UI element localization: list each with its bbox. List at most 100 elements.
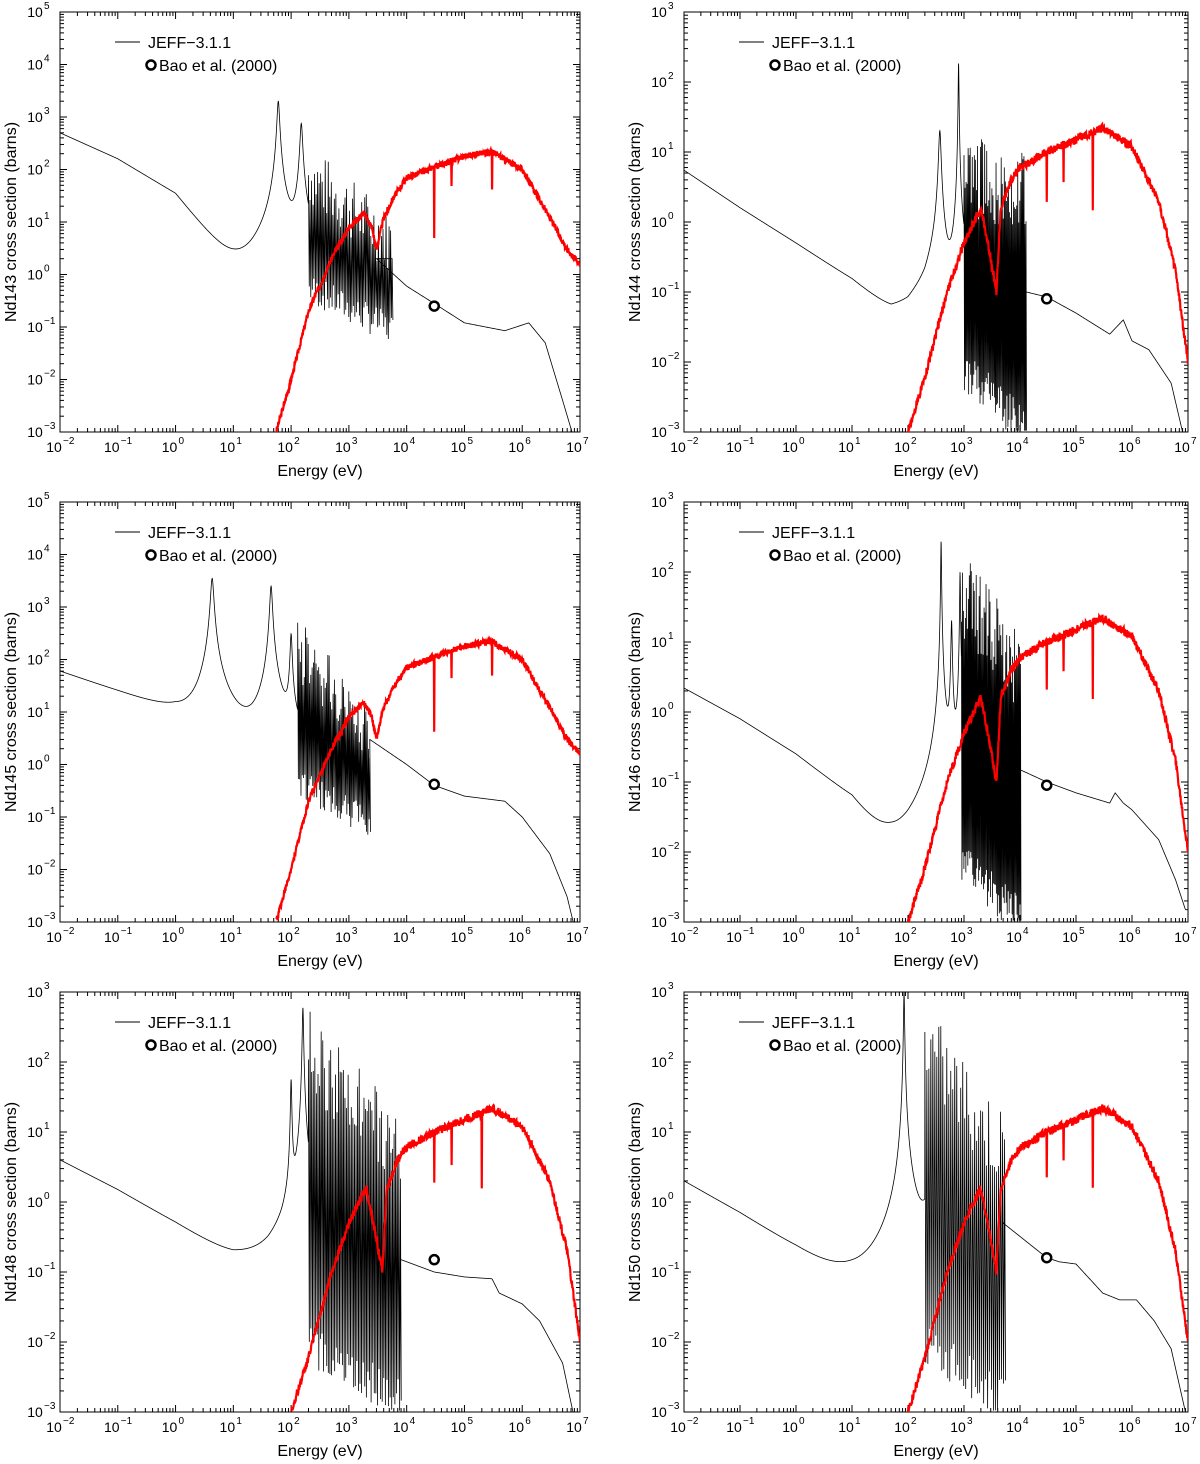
- y-tick-label: 10: [27, 984, 43, 1000]
- x-tick-exponent: 3: [352, 1416, 358, 1427]
- y-tick-label: 10: [27, 4, 43, 20]
- x-tick-exponent: −2: [687, 926, 699, 937]
- y-tick-exponent: −3: [668, 1401, 680, 1412]
- spectrum-curve: [906, 612, 1188, 922]
- x-tick-exponent: 6: [525, 1416, 531, 1427]
- legend-bao-label: Bao et al. (2000): [159, 1038, 277, 1055]
- x-tick-label: 10: [894, 1419, 910, 1435]
- y-tick-label: 10: [27, 372, 43, 388]
- y-tick-exponent: −3: [668, 911, 680, 922]
- x-tick-label: 10: [220, 1419, 236, 1435]
- x-tick-label: 10: [451, 439, 467, 455]
- y-tick-exponent: −2: [44, 1331, 56, 1342]
- x-tick-exponent: 7: [583, 1416, 589, 1427]
- x-tick-label: 10: [1006, 1419, 1022, 1435]
- jeff-curve: [60, 100, 573, 432]
- y-axis-label: Nd148 cross section (barns): [3, 1102, 20, 1302]
- chart-panel: 10 −2 10 −1 10 0 10 1 10 2 10 3 10 4 10 5 10 6 10 710 −310 −2…: [3, 491, 589, 970]
- y-tick-exponent: 3: [44, 596, 50, 607]
- y-tick-label: 10: [27, 424, 43, 440]
- x-tick-label: 10: [838, 439, 854, 455]
- legend-jeff-label: JEFF−3.1.1: [148, 1015, 231, 1032]
- y-tick-exponent: 5: [44, 1, 50, 12]
- x-tick-label: 10: [726, 929, 742, 945]
- legend-bao-marker: [145, 1039, 157, 1051]
- y-tick-label: 10: [27, 1264, 43, 1280]
- x-tick-exponent: 4: [410, 436, 416, 447]
- x-tick-label: 10: [1118, 1419, 1134, 1435]
- x-tick-label: 10: [1118, 929, 1134, 945]
- x-tick-label: 10: [220, 929, 236, 945]
- x-tick-label: 10: [1174, 1419, 1190, 1435]
- y-tick-label: 10: [651, 1194, 667, 1210]
- y-tick-label: 10: [27, 757, 43, 773]
- x-tick-label: 10: [782, 439, 798, 455]
- y-tick-label: 10: [27, 109, 43, 125]
- y-tick-exponent: −1: [668, 281, 680, 292]
- x-axis-label: Energy (eV): [893, 953, 978, 970]
- y-tick-label: 10: [27, 652, 43, 668]
- x-tick-exponent: 3: [967, 1416, 973, 1427]
- x-tick-exponent: 1: [855, 926, 861, 937]
- bao-data-point: [428, 300, 440, 312]
- x-tick-exponent: 7: [583, 436, 589, 447]
- x-tick-exponent: 2: [911, 926, 917, 937]
- y-tick-exponent: 2: [668, 561, 674, 572]
- x-tick-label: 10: [1062, 929, 1078, 945]
- x-tick-exponent: 6: [525, 926, 531, 937]
- x-tick-label: 10: [46, 1419, 62, 1435]
- x-tick-exponent: 1: [236, 1416, 242, 1427]
- y-tick-exponent: 3: [668, 491, 674, 502]
- spectrum-curve: [906, 1104, 1188, 1412]
- y-tick-label: 10: [651, 74, 667, 90]
- x-tick-label: 10: [1118, 439, 1134, 455]
- x-tick-exponent: −1: [121, 436, 133, 447]
- y-tick-label: 10: [27, 1334, 43, 1350]
- bao-data-point: [1040, 1251, 1053, 1264]
- y-tick-exponent: −1: [668, 1261, 680, 1272]
- y-tick-exponent: −1: [44, 806, 56, 817]
- y-tick-label: 10: [27, 547, 43, 563]
- y-tick-label: 10: [651, 1334, 667, 1350]
- x-tick-exponent: 1: [855, 1416, 861, 1427]
- x-tick-exponent: −1: [121, 926, 133, 937]
- y-tick-exponent: 1: [668, 631, 674, 642]
- x-tick-exponent: 2: [294, 926, 300, 937]
- x-tick-exponent: −1: [743, 436, 755, 447]
- y-tick-exponent: −3: [668, 421, 680, 432]
- x-tick-label: 10: [838, 1419, 854, 1435]
- x-tick-label: 10: [162, 439, 178, 455]
- x-tick-exponent: 3: [352, 436, 358, 447]
- bao-data-point: [1040, 779, 1053, 791]
- x-tick-label: 10: [451, 929, 467, 945]
- legend-bao-label: Bao et al. (2000): [159, 548, 277, 565]
- x-tick-exponent: 0: [799, 1416, 805, 1427]
- x-tick-label: 10: [950, 929, 966, 945]
- y-tick-label: 10: [651, 704, 667, 720]
- y-tick-exponent: −1: [44, 1261, 56, 1272]
- x-tick-label: 10: [670, 1419, 686, 1435]
- legend-bao-marker: [145, 549, 157, 561]
- curves: [684, 992, 1188, 1412]
- y-axis-label: Nd145 cross section (barns): [3, 612, 20, 812]
- bao-data-point: [428, 778, 440, 791]
- y-tick-label: 10: [651, 774, 667, 790]
- x-tick-label: 10: [46, 439, 62, 455]
- chart-panel: 10 −2 10 −1 10 0 10 1 10 2 10 3 10 4 10 5 10 6 10 710 −310 −2…: [3, 981, 589, 1460]
- legend: JEFF−3.1.1 Bao et al. (2000): [739, 525, 901, 565]
- y-tick-label: 10: [651, 354, 667, 370]
- x-tick-exponent: −1: [121, 1416, 133, 1427]
- y-tick-label: 10: [27, 319, 43, 335]
- plot-frame: [683, 11, 1189, 433]
- x-tick-label: 10: [838, 929, 854, 945]
- x-tick-label: 10: [162, 929, 178, 945]
- y-tick-exponent: 3: [44, 106, 50, 117]
- x-tick-exponent: 7: [1191, 436, 1197, 447]
- legend-bao-marker: [769, 1039, 781, 1051]
- x-tick-label: 10: [104, 439, 120, 455]
- x-tick-exponent: 0: [179, 1416, 185, 1427]
- x-tick-exponent: 4: [1023, 436, 1029, 447]
- x-tick-exponent: 5: [1079, 436, 1085, 447]
- x-tick-exponent: 5: [1079, 926, 1085, 937]
